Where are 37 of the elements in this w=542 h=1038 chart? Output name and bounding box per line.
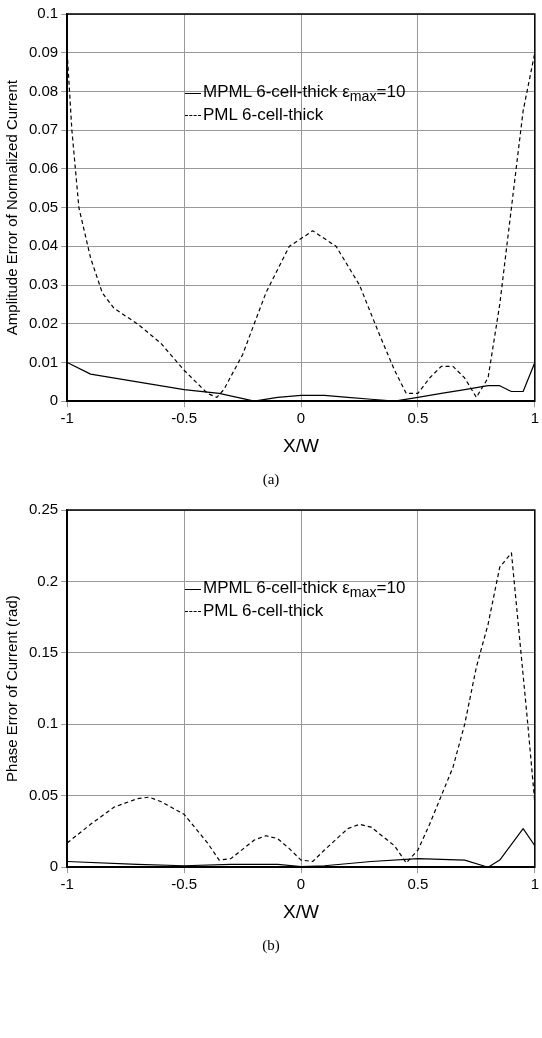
x-tick-label: 1 (530, 875, 539, 893)
x-tick-label: -1 (60, 875, 74, 893)
y-tick-label: 0.25 (28, 500, 59, 518)
x-tick-label: 0 (296, 875, 306, 893)
y-axis-title: Phase Error of Current (rad) (3, 595, 21, 782)
y-tick-label: 0.2 (37, 571, 59, 589)
y-tick-label: 0.1 (37, 4, 59, 22)
y-tick-label: 0.05 (28, 197, 59, 215)
y-tick-label: 0.02 (28, 313, 59, 331)
x-tick-label: 0 (296, 409, 306, 427)
y-tick-label: 0.04 (28, 236, 59, 254)
x-tick-label: 0.5 (407, 875, 429, 893)
legend-label: PML 6-cell-thick (203, 105, 324, 125)
y-tick-label: 0.01 (28, 352, 59, 370)
legend-label: MPML 6-cell-thick ε$_{max}$=10 (203, 577, 406, 601)
x-axis-title: X/W (283, 900, 320, 922)
x-tick-label: -1 (60, 409, 74, 427)
x-tick-label: 0.5 (407, 409, 429, 427)
y-tick-label: 0.06 (28, 159, 59, 177)
y-tick-label: 0.15 (28, 643, 59, 661)
y-tick-label: 0.09 (28, 42, 59, 60)
y-tick-label: 0 (49, 391, 59, 409)
y-axis-title: Amplitude Error of Normalized Current (3, 79, 21, 336)
text: (a) (261, 470, 281, 489)
text: (b) (261, 936, 281, 955)
y-tick-label: 0.03 (28, 275, 59, 293)
x-tick-label: -0.5 (171, 409, 198, 427)
x-axis-title: X/W (283, 434, 320, 456)
y-tick-label: 0 (49, 857, 59, 875)
y-tick-label: 0.05 (28, 785, 59, 803)
y-tick-label: 0.07 (28, 120, 59, 138)
legend-label: PML 6-cell-thick (203, 601, 324, 621)
x-tick-label: -0.5 (171, 875, 198, 893)
y-tick-label: 0.1 (37, 714, 59, 732)
y-tick-label: 0.08 (28, 81, 59, 99)
x-tick-label: 1 (530, 409, 539, 427)
legend-label: MPML 6-cell-thick ε$_{max}$=10 (203, 81, 406, 105)
